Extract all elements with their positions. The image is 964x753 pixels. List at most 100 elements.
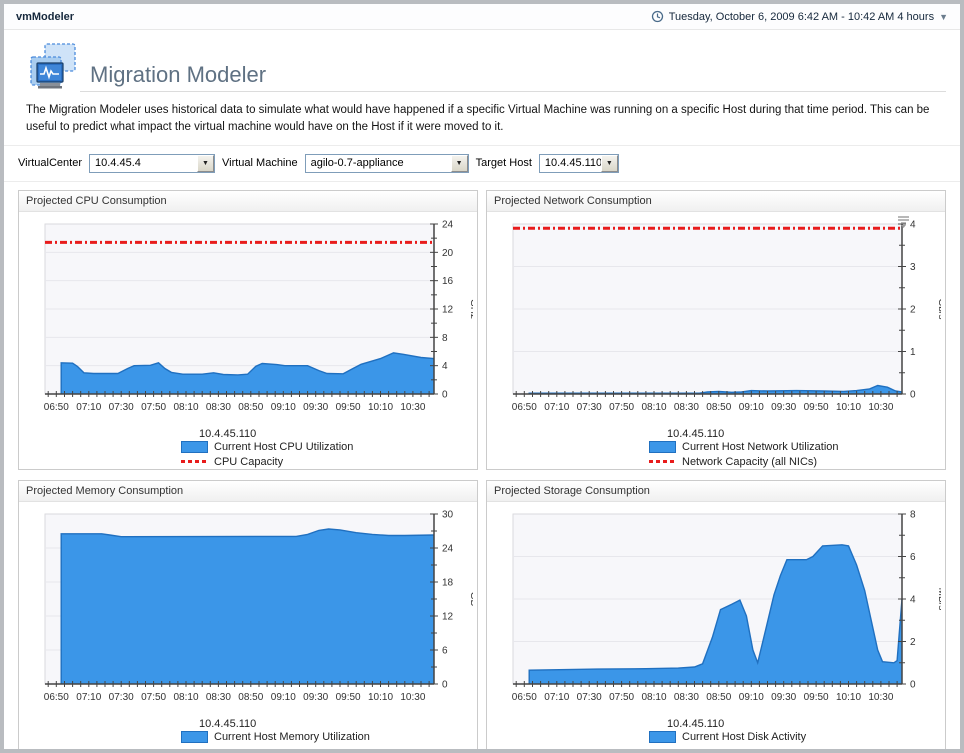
svg-text:09:50: 09:50 (804, 402, 829, 413)
legend-item: Current Host CPU Utilization (181, 440, 477, 453)
legend-capacity-swatch (649, 460, 676, 463)
filter-bar: VirtualCenter 10.4.45.4 ▼ Virtual Machin… (4, 146, 960, 182)
series-group-label: 10.4.45.110 (667, 717, 725, 730)
svg-text:07:50: 07:50 (141, 692, 166, 703)
page-title: Migration Modeler (90, 62, 267, 87)
svg-text:24: 24 (442, 219, 454, 230)
virtualcenter-select[interactable]: 10.4.45.4 ▼ (89, 153, 215, 173)
divider (4, 144, 960, 146)
svg-text:24: 24 (442, 543, 454, 554)
svg-text:18: 18 (442, 577, 454, 588)
virtual-machine-select[interactable]: agilo-0.7-appliance ▼ (304, 153, 469, 173)
cpu-chart: 0 4 8 12 16 20 24 GHz 06:50 07:10 07:30 07:50 08:10 0… (44, 219, 473, 413)
panel-title: Projected Network Consumption (487, 190, 945, 212)
legend-label: Current Host Network Utilization (682, 440, 839, 453)
svg-text:09:30: 09:30 (303, 402, 328, 413)
svg-text:10:30: 10:30 (868, 692, 893, 703)
svg-text:0: 0 (910, 679, 916, 690)
chart-options-icon[interactable] (896, 215, 911, 228)
svg-text:06:50: 06:50 (44, 402, 69, 413)
svg-text:07:30: 07:30 (577, 692, 602, 703)
app-title: vmModeler (16, 10, 75, 23)
panel-title: Projected CPU Consumption (19, 190, 477, 212)
virtual-machine-label: Virtual Machine (222, 157, 298, 169)
svg-text:08:10: 08:10 (173, 692, 198, 703)
svg-text:07:50: 07:50 (609, 692, 634, 703)
svg-text:06:50: 06:50 (44, 692, 69, 703)
series-group-label: 10.4.45.110 (199, 427, 257, 440)
svg-text:2: 2 (910, 637, 916, 648)
svg-text:07:10: 07:10 (76, 402, 101, 413)
svg-text:09:50: 09:50 (336, 692, 361, 703)
chevron-down-icon: ▼ (197, 154, 214, 172)
top-bar: vmModeler Tuesday, October 6, 2009 6:42 … (4, 4, 960, 30)
time-range-selector[interactable]: Tuesday, October 6, 2009 6:42 AM - 10:42… (651, 10, 948, 23)
svg-text:GB: GB (468, 591, 473, 606)
svg-text:2: 2 (910, 304, 916, 315)
target-host-select[interactable]: 10.4.45.110 ▼ (538, 153, 619, 173)
svg-text:10:10: 10:10 (368, 692, 393, 703)
svg-text:10:30: 10:30 (868, 402, 893, 413)
svg-text:09:10: 09:10 (271, 402, 296, 413)
svg-text:08:30: 08:30 (206, 402, 231, 413)
svg-text:09:30: 09:30 (771, 692, 796, 703)
svg-text:09:10: 09:10 (739, 692, 764, 703)
svg-text:07:10: 07:10 (544, 402, 569, 413)
svg-text:8: 8 (442, 332, 448, 343)
svg-text:09:30: 09:30 (303, 692, 328, 703)
svg-text:6: 6 (910, 552, 916, 563)
svg-text:10:30: 10:30 (400, 692, 425, 703)
network-legend: Current Host Network Utilization Network … (649, 440, 945, 468)
svg-text:07:50: 07:50 (141, 402, 166, 413)
target-host-label: Target Host (475, 157, 532, 169)
svg-text:08:30: 08:30 (674, 402, 699, 413)
svg-text:08:10: 08:10 (173, 402, 198, 413)
svg-text:08:50: 08:50 (238, 402, 263, 413)
panel-title: Projected Storage Consumption (487, 480, 945, 502)
memory-chart: 0 6 12 18 24 30 GB 06:50 07:10 07:30 07:50 08:10 08:… (44, 509, 473, 703)
legend-item: Current Host Memory Utilization (181, 730, 477, 743)
cpu-legend: Current Host CPU Utilization CPU Capacity (181, 440, 477, 468)
storage-chart: 0 2 4 6 8 MB/s 06:50 07:10 07:30 07:50 08:10 08:30 0… (512, 509, 941, 703)
svg-text:Gb/s: Gb/s (936, 298, 941, 319)
svg-text:09:50: 09:50 (336, 402, 361, 413)
legend-item: Current Host Disk Activity (649, 730, 945, 743)
svg-text:08:50: 08:50 (706, 402, 731, 413)
svg-text:09:10: 09:10 (739, 402, 764, 413)
legend-item: Current Host Network Utilization (649, 440, 945, 453)
svg-text:08:50: 08:50 (706, 692, 731, 703)
svg-text:20: 20 (442, 247, 454, 258)
network-chart: 0 1 2 3 4 Gb/s 06:50 07:10 07:30 07:50 08:10 08:30 0… (512, 219, 941, 413)
chevron-down-icon: ▼ (600, 154, 618, 172)
svg-text:0: 0 (442, 389, 448, 400)
series-group-label: 10.4.45.110 (667, 427, 725, 440)
svg-text:07:50: 07:50 (609, 402, 634, 413)
storage-legend: Current Host Disk Activity (649, 730, 945, 743)
svg-text:3: 3 (910, 262, 916, 273)
svg-text:07:10: 07:10 (544, 692, 569, 703)
svg-text:09:50: 09:50 (804, 692, 829, 703)
svg-text:07:30: 07:30 (109, 402, 134, 413)
migration-modeler-icon (28, 42, 80, 92)
svg-text:MB/s: MB/s (936, 587, 941, 610)
svg-text:07:30: 07:30 (109, 692, 134, 703)
legend-area-swatch (181, 730, 208, 743)
svg-text:10:10: 10:10 (836, 692, 861, 703)
legend-label: CPU Capacity (214, 455, 284, 468)
virtualcenter-label: VirtualCenter (18, 157, 82, 169)
svg-text:08:30: 08:30 (206, 692, 231, 703)
svg-text:08:10: 08:10 (641, 402, 666, 413)
svg-text:10:10: 10:10 (836, 402, 861, 413)
page-header: Migration Modeler (4, 30, 960, 92)
svg-text:12: 12 (442, 611, 454, 622)
svg-text:08:50: 08:50 (238, 692, 263, 703)
svg-text:09:10: 09:10 (271, 692, 296, 703)
clock-icon (651, 10, 664, 23)
legend-item: CPU Capacity (181, 456, 477, 468)
legend-capacity-swatch (181, 460, 208, 463)
page-description: The Migration Modeler uses historical da… (26, 104, 930, 134)
svg-text:0: 0 (442, 679, 448, 690)
svg-text:08:10: 08:10 (641, 692, 666, 703)
svg-text:4: 4 (910, 219, 916, 230)
svg-text:07:10: 07:10 (76, 692, 101, 703)
